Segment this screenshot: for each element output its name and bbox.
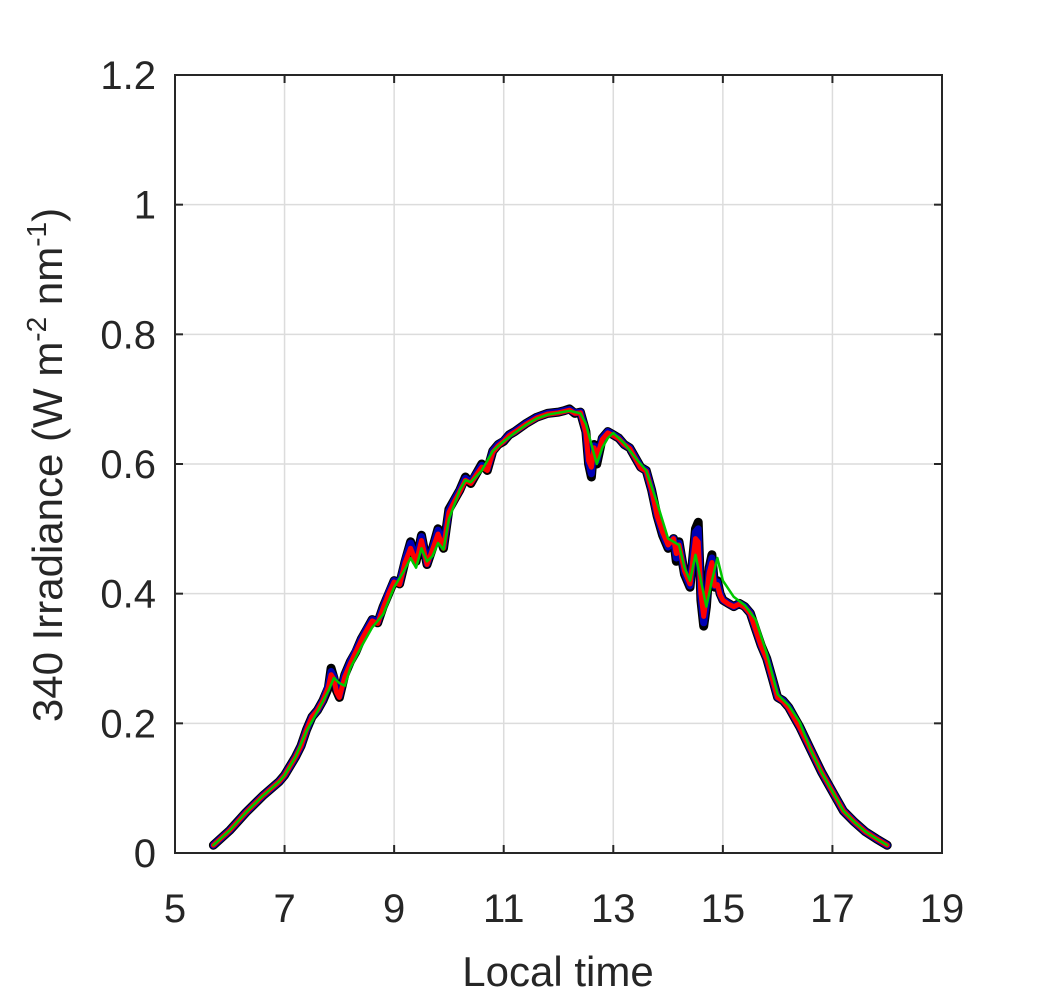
series-line-2 bbox=[209, 406, 891, 849]
y-tick-label: 0 bbox=[134, 832, 156, 876]
x-tick-label: 7 bbox=[273, 887, 295, 931]
y-axis-label-exp1: -2 bbox=[21, 317, 52, 342]
y-tick-label: 0.6 bbox=[100, 443, 156, 487]
x-tick-label: 17 bbox=[810, 887, 855, 931]
ticks bbox=[174, 74, 943, 854]
y-axis-label-suffix: ) bbox=[24, 208, 71, 222]
x-tick-labels: 5 7 9 11 13 15 17 19 bbox=[164, 887, 964, 931]
series-layer bbox=[208, 404, 892, 850]
x-tick-label: 19 bbox=[920, 887, 965, 931]
y-tick-label: 0.2 bbox=[100, 702, 156, 746]
x-tick-label: 5 bbox=[164, 887, 186, 931]
series-line-1 bbox=[208, 404, 892, 850]
y-axis-label: 340 Irradiance (W m-2 nm-1) bbox=[21, 208, 71, 722]
series-line-4 bbox=[212, 409, 889, 847]
y-tick-labels: 0 0.2 0.4 0.6 0.8 1 1.2 bbox=[100, 54, 156, 876]
y-axis-label-prefix: 340 Irradiance (W m bbox=[24, 342, 71, 722]
x-tick-label: 13 bbox=[591, 887, 636, 931]
y-axis-label-middle: nm bbox=[24, 247, 71, 317]
grid bbox=[175, 75, 942, 853]
y-tick-label: 0.4 bbox=[100, 573, 156, 617]
x-tick-label: 11 bbox=[483, 887, 525, 931]
x-tick-label: 9 bbox=[383, 887, 405, 931]
y-tick-label: 1.2 bbox=[100, 54, 156, 98]
series-line-3 bbox=[210, 407, 890, 848]
x-tick-label: 15 bbox=[701, 887, 746, 931]
y-tick-label: 0.8 bbox=[100, 313, 156, 357]
y-tick-label: 1 bbox=[134, 184, 156, 228]
y-axis-label-exp2: -1 bbox=[21, 222, 52, 247]
x-axis-label: Local time bbox=[462, 948, 653, 995]
